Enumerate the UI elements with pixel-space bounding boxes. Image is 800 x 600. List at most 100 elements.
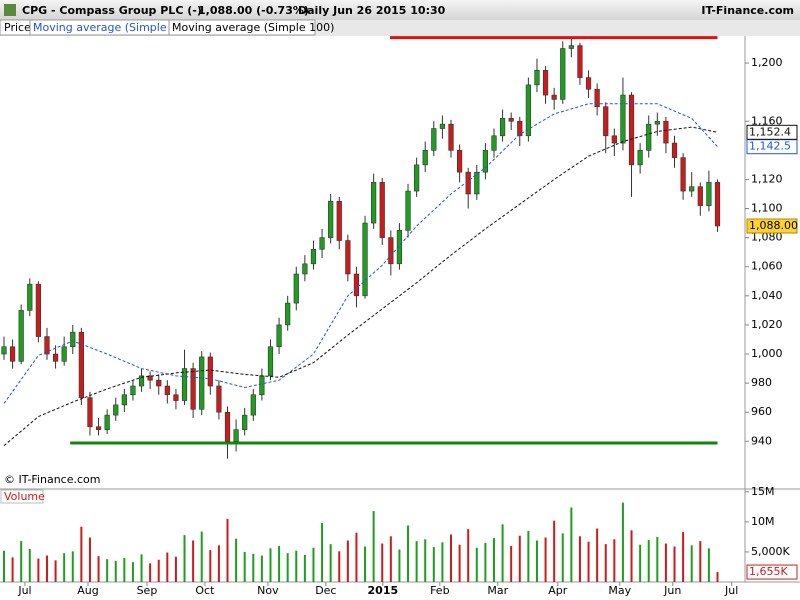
candle-body: [87, 397, 93, 428]
volume-bar: [535, 540, 538, 582]
candle-body: [534, 70, 540, 86]
candle-body: [27, 283, 33, 311]
candle-body: [663, 120, 669, 144]
y-tick-label: 980: [751, 376, 772, 389]
ma-last-label: 1,142.5: [749, 140, 791, 153]
candle-body: [474, 171, 480, 195]
volume-box: [0, 489, 44, 504]
candle-body: [654, 120, 660, 125]
candle-body: [156, 379, 162, 387]
candle-body: [242, 414, 248, 430]
quote: 1,088.00 (-0.73%): [198, 4, 309, 17]
volume-bar: [54, 560, 57, 582]
candle-body: [130, 385, 136, 396]
volume-bar: [630, 530, 633, 582]
candle-body: [121, 394, 127, 406]
candle-body: [52, 353, 59, 362]
volume-bar: [518, 535, 521, 582]
volume-bar: [106, 559, 109, 582]
source: IT-Finance.com: [701, 4, 794, 17]
candle-body: [44, 336, 50, 355]
candle-body: [508, 118, 514, 122]
volume-bar: [682, 532, 685, 582]
candle-body: [138, 375, 145, 387]
volume-last-label-bg: [746, 564, 798, 580]
candle-body: [181, 368, 188, 401]
y-tick-label: 1,120: [751, 172, 783, 185]
period: Daily Jun 26 2015 10:30: [298, 4, 446, 17]
price-last-label: 1,088.00: [749, 219, 798, 232]
volume-label: Volume: [4, 490, 45, 503]
y-tick-label: 1,020: [751, 318, 783, 331]
volume-bar: [458, 544, 461, 582]
volume-bar: [656, 536, 659, 582]
volume-bar: [553, 520, 556, 582]
volume-bar: [192, 540, 195, 582]
candle-body: [224, 411, 231, 442]
candle-body: [379, 182, 385, 238]
candle-body: [353, 273, 360, 297]
volume-bar: [303, 554, 306, 582]
volume-bar: [699, 541, 702, 582]
volume-bar: [20, 541, 23, 582]
volume-bar: [63, 553, 66, 582]
volume-bar: [578, 536, 581, 582]
volume-bar: [647, 539, 650, 582]
candle-body: [714, 182, 721, 227]
volume-bar: [389, 536, 392, 582]
volume-bar: [407, 525, 410, 582]
volume-bar: [217, 545, 220, 582]
y-tick-label: 940: [751, 434, 772, 447]
volume-bar: [673, 546, 676, 582]
candle-body: [70, 331, 76, 348]
ma-last-label-bg: [746, 124, 798, 140]
y-tick-label: 1,100: [751, 202, 783, 215]
x-tick-label: Jun: [663, 584, 681, 597]
candle-body: [310, 248, 317, 265]
x-tick-label: Feb: [430, 584, 449, 597]
volume-bar: [690, 545, 693, 582]
volume-bar: [260, 555, 263, 582]
volume-bar: [200, 531, 203, 582]
candle-body: [199, 356, 205, 410]
candle-body: [551, 94, 557, 100]
candle-body: [457, 150, 463, 173]
volume-bar: [707, 548, 710, 582]
candle-body: [104, 414, 110, 430]
candle-body: [336, 200, 342, 241]
ma-last-label: 1,152.4: [749, 125, 791, 138]
volume-bar: [561, 533, 564, 582]
candle-body: [594, 88, 600, 108]
volume-bar: [570, 507, 573, 582]
y-tick-label: 960: [751, 405, 772, 418]
candle-body: [328, 200, 334, 238]
y-tick-label: 1,160: [751, 114, 783, 127]
header-bar: [0, 0, 800, 20]
volume-bar: [544, 537, 547, 582]
volume-bar: [149, 563, 152, 582]
x-tick-label: 2015: [368, 584, 399, 597]
candle-body: [422, 150, 428, 166]
candle-body: [560, 48, 566, 100]
volume-bar: [131, 562, 134, 582]
candle-body: [482, 150, 488, 173]
x-tick-label: Aug: [77, 584, 98, 597]
volume-bar: [88, 537, 91, 582]
candle-body: [405, 190, 411, 231]
candle-body: [216, 385, 222, 413]
legend-box: [168, 19, 316, 36]
volume-bar: [432, 547, 435, 582]
volume-bar: [450, 534, 453, 582]
candle-body: [113, 404, 119, 416]
y-tick-label: 1,000: [751, 347, 783, 360]
volume-bar: [45, 555, 48, 582]
candle-body: [637, 150, 643, 166]
volume-bar: [372, 511, 375, 582]
candle-body: [233, 429, 239, 442]
volume-bar: [226, 518, 229, 582]
volume-bar: [398, 549, 401, 582]
candle-body: [173, 394, 179, 401]
volume-bar: [355, 532, 358, 582]
volume-bar: [2, 550, 5, 582]
moving-average-line: [3, 126, 718, 447]
